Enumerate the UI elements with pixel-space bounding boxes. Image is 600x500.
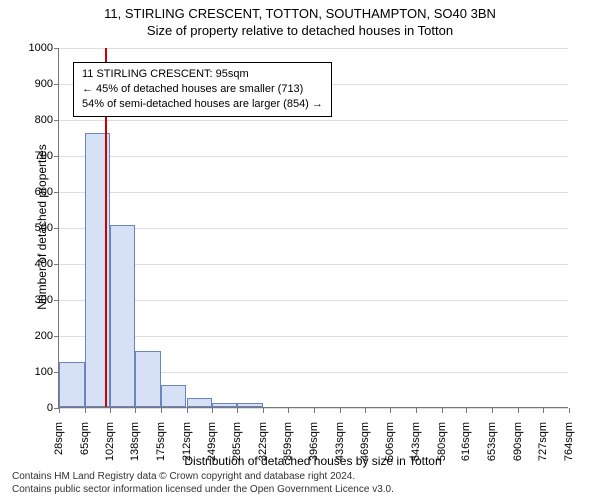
y-tick-mark — [54, 192, 59, 193]
x-tick-mark — [390, 408, 391, 413]
x-tick-mark — [442, 408, 443, 413]
grid-line — [59, 300, 568, 301]
x-tick-mark — [85, 408, 86, 413]
info-box: 11 STIRLING CRESCENT: 95sqm ← 45% of det… — [73, 62, 332, 117]
footer-attribution: Contains HM Land Registry data © Crown c… — [12, 471, 394, 496]
grid-line — [59, 120, 568, 121]
x-tick-mark — [288, 408, 289, 413]
x-tick-mark — [492, 408, 493, 413]
info-box-line-3: 54% of semi-detached houses are larger (… — [82, 97, 323, 112]
x-axis-title: Distribution of detached houses by size … — [58, 454, 568, 468]
y-axis-title: Number of detached properties — [35, 107, 49, 347]
y-tick-mark — [54, 84, 59, 85]
y-tick-label: 1000 — [13, 42, 53, 54]
grid-line — [59, 228, 568, 229]
grid-line — [59, 48, 568, 49]
x-tick-mark — [263, 408, 264, 413]
y-tick-label: 100 — [13, 366, 53, 378]
y-tick-mark — [54, 48, 59, 49]
histogram-bar — [187, 398, 213, 407]
x-tick-mark — [543, 408, 544, 413]
footer-line-1: Contains HM Land Registry data © Crown c… — [12, 471, 394, 484]
histogram-bar — [161, 385, 187, 407]
y-tick-label: 900 — [13, 78, 53, 90]
x-tick-mark — [59, 408, 60, 413]
info-box-line-1: 11 STIRLING CRESCENT: 95sqm — [82, 67, 323, 82]
x-tick-mark — [110, 408, 111, 413]
y-tick-label: 0 — [13, 402, 53, 414]
footer-line-2: Contains public sector information licen… — [12, 484, 394, 497]
histogram-bar — [135, 351, 161, 407]
histogram-bar — [237, 403, 263, 407]
x-tick-mark — [365, 408, 366, 413]
histogram-bar — [110, 225, 135, 407]
grid-line — [59, 156, 568, 157]
chart-title-block: 11, STIRLING CRESCENT, TOTTON, SOUTHAMPT… — [0, 0, 600, 40]
grid-line — [59, 192, 568, 193]
y-tick-mark — [54, 264, 59, 265]
y-tick-mark — [54, 228, 59, 229]
grid-line — [59, 336, 568, 337]
histogram-bar — [59, 362, 85, 407]
x-tick-mark — [416, 408, 417, 413]
title-line-2: Size of property relative to detached ho… — [0, 23, 600, 40]
x-tick-mark — [314, 408, 315, 413]
x-tick-mark — [135, 408, 136, 413]
x-tick-mark — [237, 408, 238, 413]
x-tick-mark — [161, 408, 162, 413]
y-tick-mark — [54, 156, 59, 157]
x-tick-mark — [466, 408, 467, 413]
y-tick-mark — [54, 336, 59, 337]
y-tick-mark — [54, 300, 59, 301]
x-tick-mark — [212, 408, 213, 413]
info-box-line-2: ← 45% of detached houses are smaller (71… — [82, 82, 323, 97]
title-line-1: 11, STIRLING CRESCENT, TOTTON, SOUTHAMPT… — [0, 6, 600, 23]
x-tick-mark — [569, 408, 570, 413]
y-tick-mark — [54, 120, 59, 121]
grid-line — [59, 264, 568, 265]
x-tick-mark — [518, 408, 519, 413]
x-tick-mark — [187, 408, 188, 413]
histogram-bar — [212, 403, 237, 407]
x-tick-mark — [340, 408, 341, 413]
